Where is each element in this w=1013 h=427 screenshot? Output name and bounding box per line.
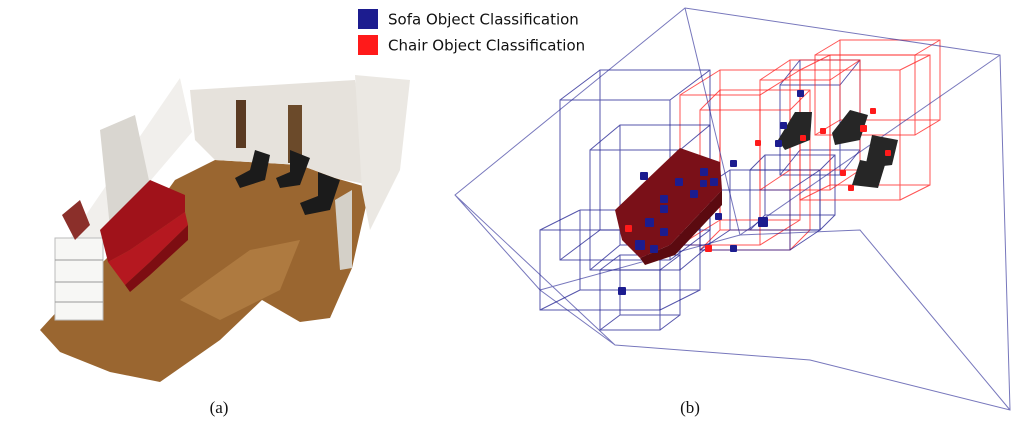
shelf <box>55 238 103 320</box>
cube <box>775 140 782 147</box>
cube <box>700 168 708 176</box>
cube <box>690 190 698 198</box>
cube <box>660 195 668 203</box>
cube <box>705 245 712 252</box>
chair-b <box>778 112 812 150</box>
cube <box>660 228 668 236</box>
caption: (b) <box>680 398 700 417</box>
scene-a <box>40 75 410 382</box>
cube <box>885 150 891 156</box>
caption: (a) <box>210 398 229 417</box>
figure: Sofa Object Classification Chair Object … <box>0 0 1013 427</box>
legend-label: Sofa Object Classification <box>388 11 579 29</box>
room-frame <box>455 8 1010 410</box>
cube <box>618 287 626 295</box>
cube <box>710 178 718 186</box>
legend-swatch <box>358 35 378 55</box>
legend-label: Chair Object Classification <box>388 37 585 55</box>
cube <box>758 217 768 227</box>
cube <box>650 245 658 253</box>
cube <box>635 240 645 250</box>
cube <box>675 178 683 186</box>
cube <box>730 160 737 167</box>
chair-b <box>852 160 885 188</box>
cube <box>645 218 654 227</box>
pillar <box>236 100 246 148</box>
cube <box>660 205 668 213</box>
cube <box>840 170 846 176</box>
cube <box>860 125 867 132</box>
cube <box>780 122 787 129</box>
cube <box>848 185 854 191</box>
wireframe-box <box>815 40 940 135</box>
sofa-b <box>615 148 722 258</box>
cube <box>715 213 722 220</box>
cube <box>625 225 632 232</box>
cube <box>700 180 707 187</box>
scene-b <box>455 8 1010 410</box>
legend: Sofa Object Classification Chair Object … <box>358 9 585 55</box>
cube <box>640 172 648 180</box>
cube <box>730 245 737 252</box>
cube <box>797 90 804 97</box>
legend-swatch <box>358 9 378 29</box>
cube <box>800 135 806 141</box>
cube <box>870 108 876 114</box>
cube <box>820 128 826 134</box>
cube <box>755 140 761 146</box>
page: {"legend": {"items": [ {"label": "Sofa O… <box>0 0 1013 427</box>
wireframe-box <box>600 255 680 330</box>
